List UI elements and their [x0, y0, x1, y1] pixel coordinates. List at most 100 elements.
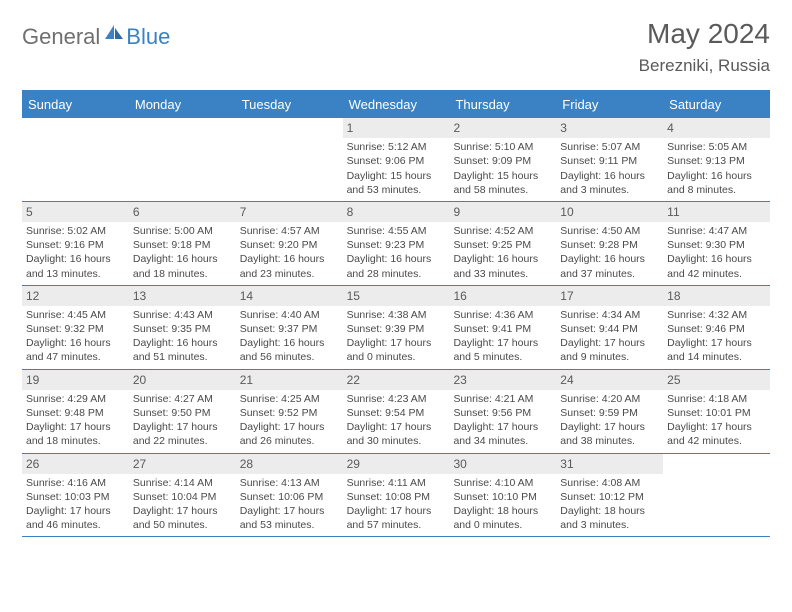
- day-sunset: Sunset: 10:04 PM: [133, 490, 232, 504]
- day-d2: and 42 minutes.: [667, 434, 766, 448]
- day-sunrise: Sunrise: 4:29 AM: [26, 392, 125, 406]
- day-sunset: Sunset: 9:11 PM: [560, 154, 659, 168]
- day-number: 14: [236, 286, 343, 306]
- day-number: 1: [343, 118, 450, 138]
- calendar-day: 19Sunrise: 4:29 AMSunset: 9:48 PMDayligh…: [22, 370, 129, 453]
- day-d2: and 9 minutes.: [560, 350, 659, 364]
- calendar-week: 1Sunrise: 5:12 AMSunset: 9:06 PMDaylight…: [22, 118, 770, 202]
- day-number: 10: [556, 202, 663, 222]
- day-d2: and 28 minutes.: [347, 267, 446, 281]
- header: General Blue May 2024 Berezniki, Russia: [22, 18, 770, 76]
- day-sunset: Sunset: 9:52 PM: [240, 406, 339, 420]
- day-d2: and 3 minutes.: [560, 183, 659, 197]
- day-d1: Daylight: 17 hours: [240, 420, 339, 434]
- calendar-day: [129, 118, 236, 201]
- day-d2: and 53 minutes.: [347, 183, 446, 197]
- day-sunrise: Sunrise: 4:10 AM: [453, 476, 552, 490]
- day-d1: Daylight: 17 hours: [560, 420, 659, 434]
- calendar-day: [22, 118, 129, 201]
- day-d1: Daylight: 16 hours: [667, 252, 766, 266]
- day-d1: Daylight: 18 hours: [560, 504, 659, 518]
- calendar-day: 3Sunrise: 5:07 AMSunset: 9:11 PMDaylight…: [556, 118, 663, 201]
- day-d1: Daylight: 16 hours: [133, 252, 232, 266]
- day-number: 21: [236, 370, 343, 390]
- day-sunset: Sunset: 9:50 PM: [133, 406, 232, 420]
- day-sunrise: Sunrise: 5:00 AM: [133, 224, 232, 238]
- calendar-week: 5Sunrise: 5:02 AMSunset: 9:16 PMDaylight…: [22, 202, 770, 286]
- calendar-day: 20Sunrise: 4:27 AMSunset: 9:50 PMDayligh…: [129, 370, 236, 453]
- day-sunset: Sunset: 9:44 PM: [560, 322, 659, 336]
- calendar-day: 16Sunrise: 4:36 AMSunset: 9:41 PMDayligh…: [449, 286, 556, 369]
- day-d2: and 47 minutes.: [26, 350, 125, 364]
- day-number: 27: [129, 454, 236, 474]
- day-d1: Daylight: 17 hours: [26, 504, 125, 518]
- calendar-day: 11Sunrise: 4:47 AMSunset: 9:30 PMDayligh…: [663, 202, 770, 285]
- day-d2: and 58 minutes.: [453, 183, 552, 197]
- day-sunrise: Sunrise: 4:52 AM: [453, 224, 552, 238]
- day-sunset: Sunset: 9:59 PM: [560, 406, 659, 420]
- day-d1: Daylight: 17 hours: [560, 336, 659, 350]
- day-sunrise: Sunrise: 4:43 AM: [133, 308, 232, 322]
- day-sunset: Sunset: 9:28 PM: [560, 238, 659, 252]
- day-d2: and 3 minutes.: [560, 518, 659, 532]
- day-sunrise: Sunrise: 5:02 AM: [26, 224, 125, 238]
- day-d2: and 26 minutes.: [240, 434, 339, 448]
- calendar-week: 19Sunrise: 4:29 AMSunset: 9:48 PMDayligh…: [22, 370, 770, 454]
- title-block: May 2024 Berezniki, Russia: [639, 18, 770, 76]
- day-d1: Daylight: 16 hours: [240, 336, 339, 350]
- calendar-day: 6 Sunrise: 5:00 AMSunset: 9:18 PMDaylight…: [129, 202, 236, 285]
- day-d2: and 50 minutes.: [133, 518, 232, 532]
- location-title: Berezniki, Russia: [639, 56, 770, 76]
- day-d2: and 51 minutes.: [133, 350, 232, 364]
- day-d2: and 33 minutes.: [453, 267, 552, 281]
- day-number: 9: [449, 202, 556, 222]
- day-d1: Daylight: 17 hours: [240, 504, 339, 518]
- calendar-day: 17Sunrise: 4:34 AMSunset: 9:44 PMDayligh…: [556, 286, 663, 369]
- calendar-day: 23Sunrise: 4:21 AMSunset: 9:56 PMDayligh…: [449, 370, 556, 453]
- day-number: 24: [556, 370, 663, 390]
- day-sunset: Sunset: 9:20 PM: [240, 238, 339, 252]
- day-d1: Daylight: 17 hours: [133, 504, 232, 518]
- day-sunrise: Sunrise: 4:16 AM: [26, 476, 125, 490]
- calendar-day: 29Sunrise: 4:11 AMSunset: 10:08 PMDaylig…: [343, 454, 450, 537]
- weekday-header: Tuesday: [236, 92, 343, 118]
- day-number: 22: [343, 370, 450, 390]
- day-d1: Daylight: 16 hours: [667, 169, 766, 183]
- day-sunrise: Sunrise: 4:18 AM: [667, 392, 766, 406]
- calendar-day: 25Sunrise: 4:18 AMSunset: 10:01 PMDaylig…: [663, 370, 770, 453]
- calendar-day: 8Sunrise: 4:55 AMSunset: 9:23 PMDaylight…: [343, 202, 450, 285]
- day-d1: Daylight: 17 hours: [453, 336, 552, 350]
- day-d2: and 53 minutes.: [240, 518, 339, 532]
- day-sunrise: Sunrise: 4:55 AM: [347, 224, 446, 238]
- day-number: 7: [236, 202, 343, 222]
- calendar-day: 1Sunrise: 5:12 AMSunset: 9:06 PMDaylight…: [343, 118, 450, 201]
- calendar-day: 12Sunrise: 4:45 AMSunset: 9:32 PMDayligh…: [22, 286, 129, 369]
- day-d2: and 30 minutes.: [347, 434, 446, 448]
- day-sunset: Sunset: 9:18 PM: [133, 238, 232, 252]
- calendar-day: 31Sunrise: 4:08 AMSunset: 10:12 PMDaylig…: [556, 454, 663, 537]
- day-d2: and 57 minutes.: [347, 518, 446, 532]
- logo: General Blue: [22, 18, 170, 50]
- day-d2: and 18 minutes.: [133, 267, 232, 281]
- day-d1: Daylight: 17 hours: [667, 336, 766, 350]
- day-sunrise: Sunrise: 4:40 AM: [240, 308, 339, 322]
- day-sunrise: Sunrise: 4:08 AM: [560, 476, 659, 490]
- weekday-header: Wednesday: [343, 92, 450, 118]
- day-sunrise: Sunrise: 4:23 AM: [347, 392, 446, 406]
- day-sunset: Sunset: 9:09 PM: [453, 154, 552, 168]
- day-sunset: Sunset: 9:54 PM: [347, 406, 446, 420]
- day-sunrise: Sunrise: 4:13 AM: [240, 476, 339, 490]
- day-d1: Daylight: 16 hours: [240, 252, 339, 266]
- day-sunrise: Sunrise: 5:05 AM: [667, 140, 766, 154]
- day-sunset: Sunset: 9:46 PM: [667, 322, 766, 336]
- day-number: 12: [22, 286, 129, 306]
- day-number: 28: [236, 454, 343, 474]
- day-sunrise: Sunrise: 4:11 AM: [347, 476, 446, 490]
- weekday-header: Friday: [556, 92, 663, 118]
- day-d1: Daylight: 18 hours: [453, 504, 552, 518]
- day-number: 6: [129, 202, 236, 222]
- weekday-header-row: SundayMondayTuesdayWednesdayThursdayFrid…: [22, 92, 770, 118]
- calendar-day: 5Sunrise: 5:02 AMSunset: 9:16 PMDaylight…: [22, 202, 129, 285]
- day-number: 15: [343, 286, 450, 306]
- calendar-day: 7Sunrise: 4:57 AMSunset: 9:20 PMDaylight…: [236, 202, 343, 285]
